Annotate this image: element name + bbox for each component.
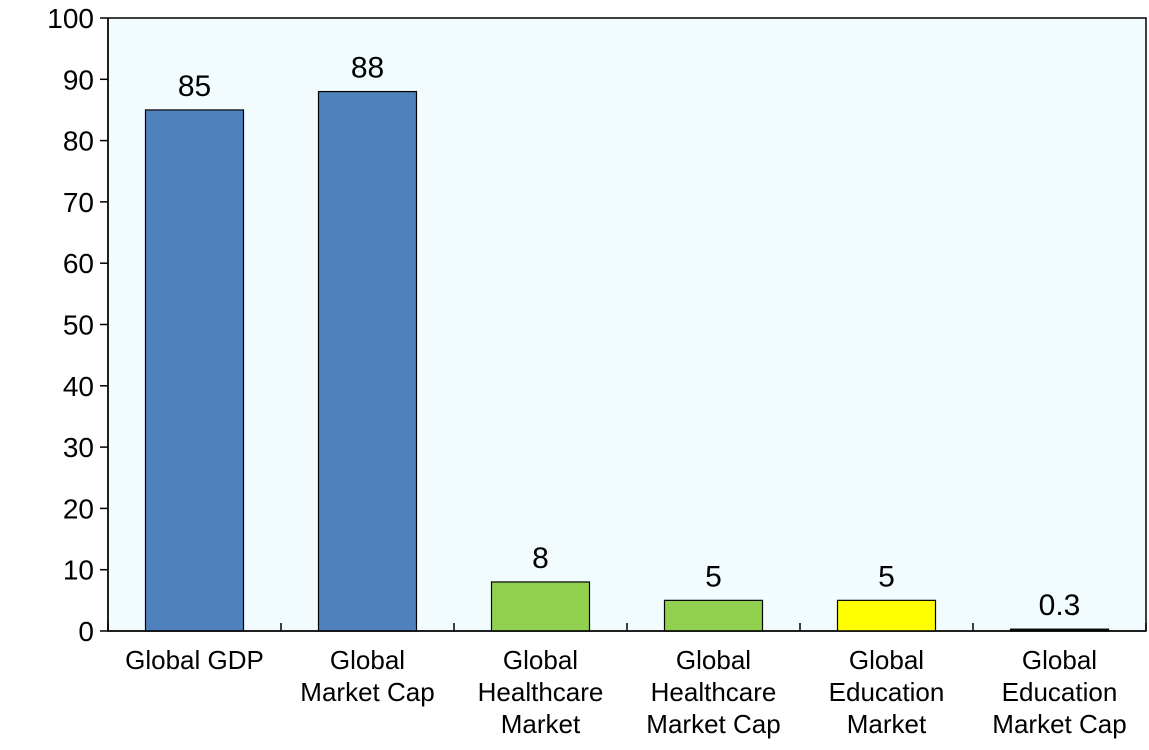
x-category-label-line: Healthcare (478, 677, 604, 707)
y-tick-label-80: 80 (63, 126, 94, 157)
x-category-label-line: Global (849, 645, 924, 675)
bar-2 (490, 581, 591, 632)
data-label-1: 88 (351, 52, 384, 85)
y-tick-label-90: 90 (63, 64, 94, 95)
x-category-label-line: Global (1022, 645, 1097, 675)
x-category-label-line: Education (1002, 677, 1118, 707)
x-category-label-5: Global Education Market Cap (992, 645, 1126, 739)
x-category-label-4: Global Education Market (829, 645, 945, 739)
y-tick-label-70: 70 (63, 187, 94, 218)
x-category-label-line: Market (847, 709, 927, 739)
y-tick-label-10: 10 (63, 555, 94, 586)
data-label-5: 0.3 (1039, 589, 1081, 622)
x-category-label-line: Market Cap (300, 677, 434, 707)
x-category-label-2: Global Healthcare Market (478, 645, 604, 739)
data-label-2: 8 (532, 542, 549, 575)
data-label-0: 85 (178, 70, 211, 103)
bar-4 (836, 599, 937, 632)
x-category-label-line: Market Cap (992, 709, 1126, 739)
x-category-label-line: Market Cap (646, 709, 780, 739)
data-label-4: 5 (878, 560, 895, 593)
x-category-label-line: Global (676, 645, 751, 675)
x-category-label-line: Global (330, 645, 405, 675)
plot-area (107, 17, 1147, 632)
x-category-label-0: Global GDP (125, 645, 264, 675)
bar-1 (317, 90, 418, 632)
x-category-label-1: Global Market Cap (300, 645, 434, 707)
x-category-label-3: Global Healthcare Market Cap (646, 645, 780, 739)
x-category-label-line: Healthcare (651, 677, 777, 707)
x-category-label-line: Market (501, 709, 581, 739)
y-tick-label-30: 30 (63, 432, 94, 463)
y-tick-label-0: 0 (78, 616, 94, 647)
bar-0 (144, 109, 245, 632)
y-tick-label-20: 20 (63, 493, 94, 524)
y-tick-label-60: 60 (63, 248, 94, 279)
x-category-label-line: Global (503, 645, 578, 675)
y-tick-label-100: 100 (47, 3, 94, 34)
y-tick-label-50: 50 (63, 310, 94, 341)
x-category-label-line: Global GDP (125, 645, 264, 675)
data-label-3: 5 (705, 560, 722, 593)
y-tick-label-40: 40 (63, 371, 94, 402)
x-category-label-line: Education (829, 677, 945, 707)
bar-3 (663, 599, 764, 632)
